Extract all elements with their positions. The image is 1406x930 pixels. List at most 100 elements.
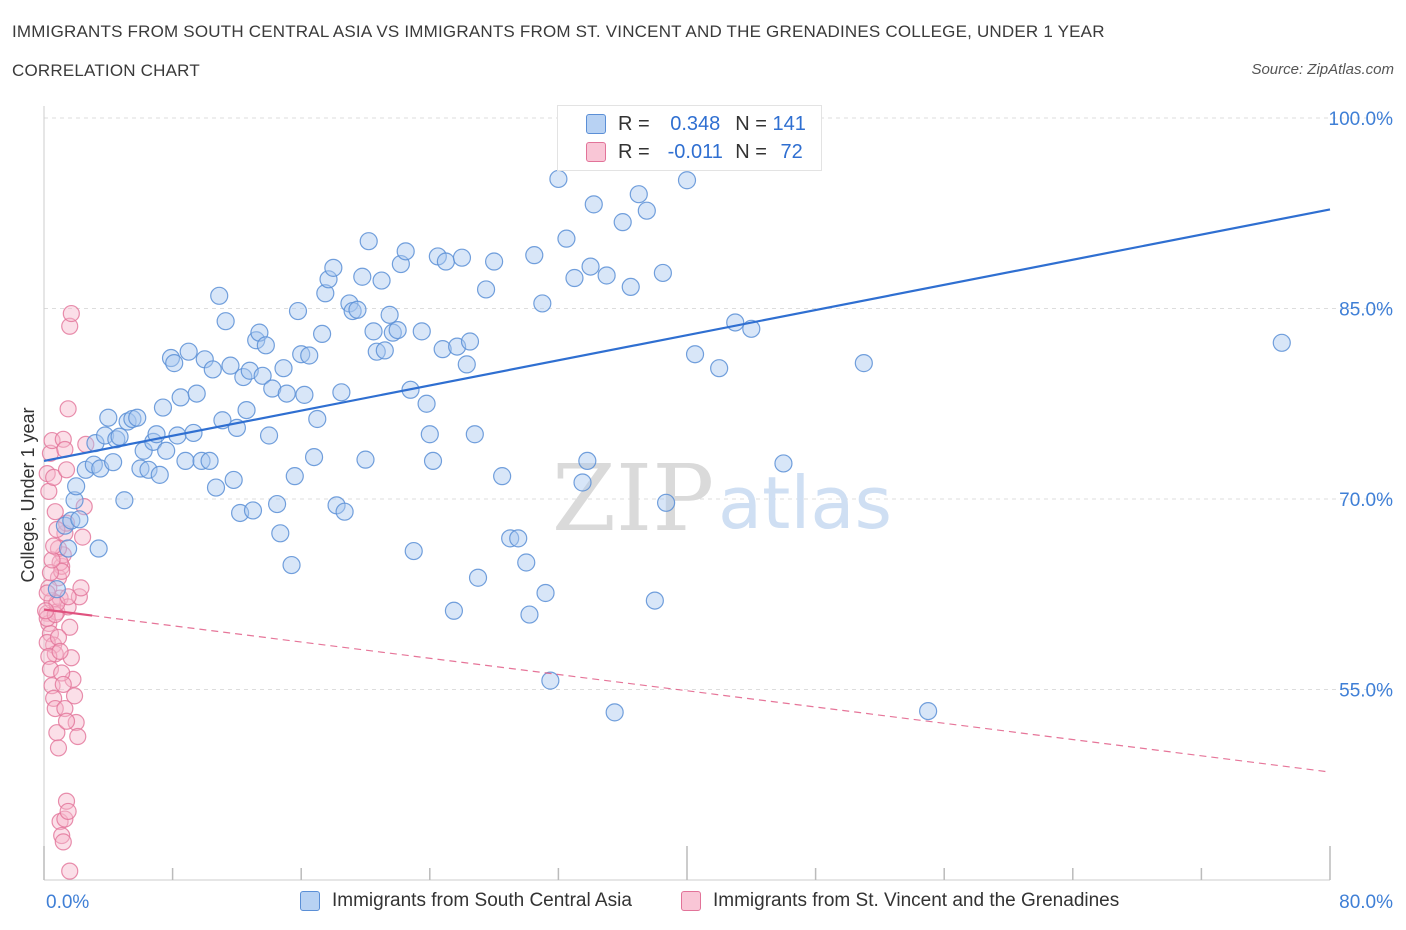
blue-point <box>161 348 181 368</box>
legend-r-label: R = <box>618 112 650 135</box>
blue-point <box>621 277 640 297</box>
bottom-legend-blue: Immigrants from South Central Asia <box>300 890 632 912</box>
pink-point <box>46 699 64 718</box>
blue-point <box>256 336 275 355</box>
blue-point <box>179 342 198 361</box>
blue-point <box>541 671 560 690</box>
y-tick-label: 70.0% <box>1339 490 1393 511</box>
blue-point <box>444 601 464 620</box>
blue-point <box>304 447 324 467</box>
blue-point <box>423 451 443 470</box>
pink-point <box>45 537 63 555</box>
blue-point <box>353 267 372 286</box>
blue-point <box>536 583 555 603</box>
blue-point <box>613 213 632 232</box>
series-pink-points <box>37 304 95 880</box>
pink-point <box>54 675 72 694</box>
blue-point <box>70 510 89 529</box>
blue-point <box>157 441 176 460</box>
blue-point <box>404 541 423 561</box>
blue-point <box>565 268 584 288</box>
legend-row-blue: R = 0.348 N = 141 <box>586 112 806 136</box>
pink-point <box>51 642 69 661</box>
legend-n-value: 72 <box>780 140 803 163</box>
pink-point <box>69 727 87 746</box>
blue-point <box>153 398 173 417</box>
pink-point <box>43 551 61 569</box>
blue-point <box>348 300 367 319</box>
blue-point <box>388 320 407 340</box>
blue-point <box>557 229 576 248</box>
pink-point <box>57 461 76 479</box>
blue-point <box>465 425 484 444</box>
blue-point <box>452 248 472 267</box>
blue-point <box>65 491 84 510</box>
y-tick-label: 85.0% <box>1339 300 1393 321</box>
blue-point <box>128 408 147 427</box>
blue-point <box>200 451 219 470</box>
pink-point <box>41 660 60 678</box>
blue-point <box>629 185 648 204</box>
legend-r-value: -0.011 <box>667 140 723 163</box>
bottom-legend-label-pink: Immigrants from St. Vincent and the Gren… <box>713 890 1120 911</box>
pink-point <box>49 739 68 757</box>
series-blue-points <box>47 169 1291 722</box>
x-tick-label-min: 0.0% <box>46 892 89 913</box>
blue-point <box>436 252 455 271</box>
blue-point <box>263 379 282 398</box>
blue-point <box>282 555 301 575</box>
pink-point <box>57 712 76 730</box>
chart-title-line2: CORRELATION CHART <box>12 61 200 80</box>
y-tick-label: 100.0% <box>1329 109 1394 130</box>
pink-point <box>41 564 60 582</box>
blue-point <box>104 453 123 472</box>
watermark-atlas: atlas <box>718 461 892 545</box>
blue-point <box>517 553 536 572</box>
blue-point <box>176 451 195 470</box>
legend-row-pink: R = -0.011 N = 72 <box>586 140 803 164</box>
watermark-zip: ZIP <box>552 445 714 552</box>
blue-point <box>383 323 402 342</box>
blue-point <box>300 346 319 365</box>
blue-point <box>224 470 243 490</box>
blue-point <box>359 232 378 251</box>
blue-point <box>150 465 169 484</box>
blue-point <box>657 493 676 512</box>
blue-point <box>285 467 304 486</box>
blue-point <box>312 324 332 343</box>
pink-point <box>45 468 63 487</box>
pink-point <box>38 633 56 652</box>
blue-point <box>210 286 229 305</box>
y-axis-label: College, Under 1 year <box>18 407 38 582</box>
pink-point <box>40 647 58 666</box>
blue-point <box>677 171 697 190</box>
blue-point <box>653 263 672 283</box>
blue-point <box>335 502 354 521</box>
pink-point <box>61 618 79 636</box>
blue-point <box>243 501 263 520</box>
trend-line-pink-dashed <box>92 614 1331 773</box>
blue-point <box>476 280 496 299</box>
blue-point <box>380 305 399 324</box>
trend-line-pink-solid <box>43 608 93 617</box>
bottom-legend-label-blue: Immigrants from South Central Asia <box>332 890 632 911</box>
blue-point <box>581 257 600 276</box>
chart-title-line1: IMMIGRANTS FROM SOUTH CENTRAL ASIA VS IM… <box>12 22 1105 41</box>
pink-point <box>59 400 77 418</box>
blue-point <box>237 401 256 420</box>
blue-point <box>216 312 235 331</box>
blue-point <box>412 322 431 341</box>
blue-point <box>578 451 597 470</box>
blue-point <box>67 477 86 496</box>
pink-point <box>61 317 79 335</box>
blue-point <box>468 568 488 587</box>
blue-point <box>171 388 190 407</box>
blue-point <box>165 354 184 373</box>
axes <box>43 106 1331 881</box>
legend-n-value: 141 <box>772 112 806 135</box>
pink-point <box>54 833 72 851</box>
axis-labels: 55.0% 70.0% 85.0% 100.0% 0.0% 80.0% College, U… <box>18 109 1393 913</box>
blue-point <box>637 201 656 220</box>
blue-point <box>89 539 108 558</box>
